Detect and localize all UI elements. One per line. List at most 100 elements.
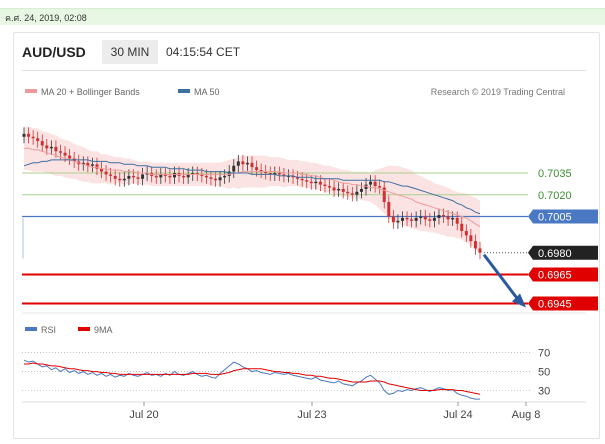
forecast-arrow-shaft: [482, 253, 520, 301]
candle-body: [168, 175, 172, 178]
candle-body: [209, 177, 213, 179]
candle-body: [359, 188, 363, 192]
candle-body: [309, 181, 313, 184]
support-tag-0.6965: [528, 267, 598, 282]
candle-body: [214, 178, 218, 181]
candle-body: [204, 175, 208, 178]
symbol-title: AUD/USD: [22, 44, 86, 60]
candle-body: [423, 216, 427, 220]
rsi-panel: 70 50 30: [22, 348, 550, 400]
ma50-line: [23, 159, 481, 215]
candle-body: [22, 133, 26, 137]
candle-body: [40, 141, 44, 146]
candle-body: [236, 161, 240, 166]
rsi-tick-50: 50: [538, 367, 550, 379]
level-label-0.7035: 0.7035: [538, 168, 572, 180]
ma20-line: [24, 147, 481, 228]
candle-body: [410, 219, 414, 221]
research-credit: Research © 2019 Trading Central: [431, 87, 565, 97]
candle-body: [341, 188, 345, 192]
bollinger-band-area: [24, 126, 480, 253]
candle-body: [478, 248, 482, 253]
candle-body: [36, 138, 40, 142]
candle-body: [332, 187, 336, 191]
date-stamp: ค.ศ. 24, 2019, 02:08: [5, 13, 87, 23]
candle-body: [141, 174, 145, 179]
candle-body: [255, 167, 259, 171]
candle-body: [113, 175, 117, 179]
candle-body: [100, 168, 104, 172]
current-price-tag: [528, 245, 598, 260]
candle-body: [296, 177, 300, 179]
level-label-0.7020: 0.7020: [538, 190, 572, 202]
candle-body: [414, 217, 418, 221]
candle-body: [432, 217, 436, 221]
rsi-9ma-line: [24, 362, 481, 395]
candle-body: [68, 155, 72, 159]
candle-body: [159, 174, 163, 178]
level-tags: 0.7035 0.7020 0.7005 0.6980 0.6965 0.6945: [528, 168, 598, 311]
candle-body: [273, 173, 277, 175]
candle-body: [31, 136, 35, 139]
timeframe-badge[interactable]: 30 MIN: [102, 40, 158, 64]
bollinger-bands: [24, 126, 480, 253]
candle-body: [200, 174, 204, 176]
rsi-line: [23, 359, 480, 400]
candle-body: [90, 164, 94, 166]
x-tick-label: Aug 8: [512, 409, 541, 421]
ma20-legend-label: MA 20 + Bollinger Bands: [41, 87, 140, 97]
nine-ma-legend-swatch: [78, 327, 90, 331]
candle-body: [191, 173, 195, 175]
candle-body: [63, 152, 67, 156]
candle-body: [277, 173, 281, 175]
candle-body: [446, 216, 450, 220]
candle-body: [464, 231, 468, 236]
rsi-legend-label: RSI: [41, 325, 56, 335]
ma20-legend-swatch: [25, 89, 37, 93]
candle-body: [355, 191, 359, 195]
candle-body: [218, 177, 222, 181]
candle-body: [145, 173, 149, 175]
rsi-tick-30: 30: [538, 386, 550, 398]
level-label-0.6965: 0.6965: [538, 270, 572, 282]
x-tick-label: Jul 23: [297, 409, 326, 421]
candle-body: [127, 175, 131, 179]
candle-body: [250, 162, 254, 168]
nine-ma-legend-label: 9MA: [94, 325, 113, 335]
candle-body: [451, 217, 455, 220]
candle-body: [136, 177, 140, 179]
candle-body: [469, 235, 473, 242]
rsi-legend-swatch: [25, 327, 37, 331]
candle-body: [428, 219, 432, 221]
candle-body: [314, 181, 318, 184]
candle-body: [473, 241, 477, 249]
candle-body: [455, 217, 459, 224]
moving-averages: [23, 147, 481, 228]
candle-body: [291, 175, 295, 178]
candle-body: [81, 162, 85, 165]
candle-body: [232, 165, 236, 172]
candle-body: [442, 215, 446, 217]
candle-body: [227, 171, 231, 176]
candle-body: [328, 186, 332, 188]
candle-body: [95, 164, 99, 169]
candle-body: [396, 220, 400, 223]
candle-body: [259, 170, 263, 172]
header-divider: [22, 70, 586, 71]
candle-body: [268, 173, 272, 175]
candle-body: [195, 173, 199, 175]
candle-body: [182, 175, 186, 178]
candle-body: [419, 216, 423, 218]
x-tick-label: Jul 20: [129, 409, 158, 421]
candle-body: [104, 171, 108, 175]
candle-body: [154, 175, 158, 178]
candle-body: [245, 162, 249, 165]
candle-body: [400, 217, 404, 221]
candle-body: [282, 174, 286, 176]
candle-body: [378, 186, 382, 188]
rsi-tick-70: 70: [538, 348, 550, 360]
level-label-0.7005: 0.7005: [538, 212, 572, 224]
x-tick-label: Jul 24: [443, 409, 472, 421]
candle-body: [391, 216, 395, 223]
